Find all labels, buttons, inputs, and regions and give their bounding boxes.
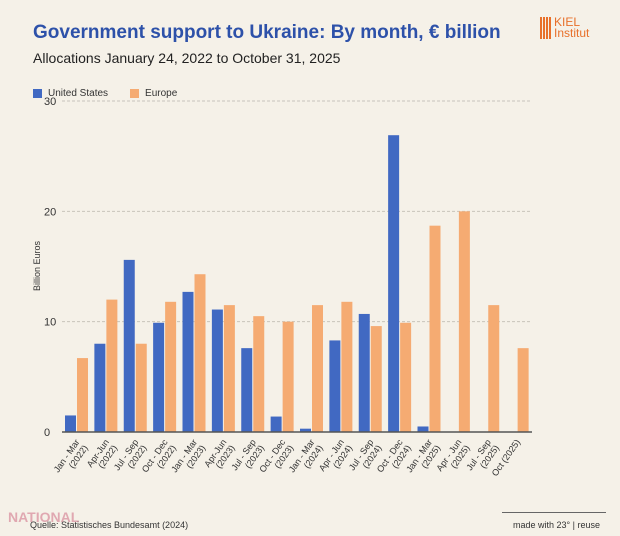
bar-us — [329, 340, 341, 432]
bar-us — [417, 426, 429, 432]
bar-europe — [370, 326, 382, 432]
x-tick-label: Oct - Dec(2024) — [375, 437, 413, 480]
bar-europe — [400, 322, 412, 432]
bar-europe — [165, 301, 177, 432]
source-note: Quelle: Statistisches Bundesamt (2024) — [30, 520, 189, 530]
y-tick-label: 0 — [44, 427, 50, 439]
x-tick-label: Apr - Jun(2025) — [434, 437, 471, 478]
x-tick-label: Apr - Jun(2024) — [317, 437, 354, 478]
bar-europe — [312, 305, 323, 432]
bar-us — [211, 309, 223, 432]
bar-europe — [458, 211, 470, 432]
bar-europe — [488, 305, 500, 432]
x-tick-label: Jan - Mar(2025) — [404, 437, 442, 480]
bar-us — [241, 348, 253, 432]
bar-us — [65, 415, 76, 432]
bar-us — [388, 135, 400, 432]
x-tick-label: Jan - Mar(2023) — [169, 437, 207, 480]
bar-us — [123, 259, 135, 432]
bar-us — [153, 322, 165, 432]
legend-label-us: United States — [48, 88, 109, 99]
bar-europe — [77, 358, 88, 432]
bar-us — [182, 291, 194, 432]
bar-us — [300, 428, 311, 432]
y-tick-label: 10 — [44, 317, 56, 329]
bar-us — [270, 416, 282, 432]
y-tick-label: 30 — [44, 96, 56, 108]
y-tick-label: 20 — [44, 206, 56, 218]
legend-label-europe: Europe — [145, 88, 178, 99]
bar-europe — [282, 321, 294, 432]
chart-title: Government support to Ukraine: By month,… — [33, 22, 501, 43]
x-tick-label: Jan - Mar(2022) — [52, 437, 90, 480]
x-tick-label: Oct - Dec(2023) — [257, 437, 295, 480]
bar-europe — [253, 316, 265, 432]
kiel-institut-logo: KIEL Institut — [540, 16, 589, 39]
legend: United States Europe — [33, 88, 177, 99]
legend-swatch-us — [33, 89, 42, 98]
bar-europe — [429, 225, 441, 432]
y-axis-label: Billion Euros — [32, 240, 42, 291]
bar-europe — [135, 343, 147, 432]
credit-link[interactable]: made with 23° | reuse — [513, 520, 600, 530]
bar-europe — [223, 305, 235, 432]
x-tick-label: Jan - Mar(2024) — [287, 437, 325, 480]
legend-swatch-europe — [130, 89, 140, 98]
chart-subtitle: Allocations January 24, 2022 to October … — [33, 50, 341, 66]
bar-us — [358, 313, 370, 432]
bar-europe — [194, 274, 206, 432]
bar-europe — [341, 301, 353, 432]
watermark: NATIONAL — [8, 509, 80, 525]
footer-divider — [502, 512, 606, 513]
bar-us — [94, 343, 106, 432]
bar-europe — [106, 299, 118, 432]
bar-europe — [517, 348, 529, 432]
x-tick-label: Oct - Dec(2022) — [140, 437, 178, 480]
